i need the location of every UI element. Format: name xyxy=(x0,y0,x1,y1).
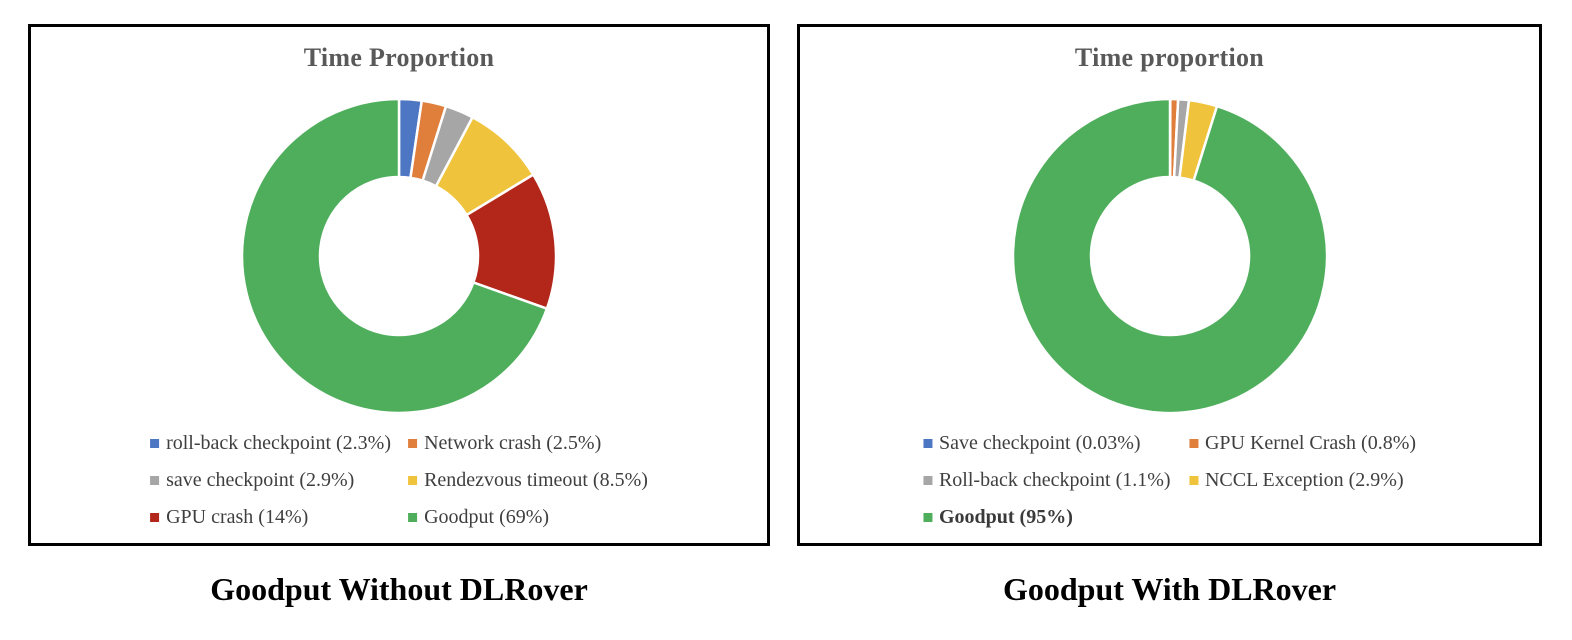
legend-label: save checkpoint (2.9%) xyxy=(166,469,355,491)
donut-slice-goodput xyxy=(240,97,549,415)
legend-item-network-crash: Network crash (2.5%) xyxy=(408,431,648,456)
legend-swatch-gpu-kernel-crash xyxy=(1188,439,1198,448)
chart-title: Time proportion xyxy=(1074,43,1265,72)
donut-slice-goodput xyxy=(1011,97,1328,415)
legend-item-gpu-crash: GPU crash (14%) xyxy=(150,505,402,530)
chart-legend: roll-back checkpoint (2.3%) Network crash… xyxy=(150,431,648,530)
legend-swatch-goodput xyxy=(408,513,418,522)
legend-label: Network crash (2.5%) xyxy=(424,432,602,454)
legend-item-goodput: Goodput (69%) xyxy=(408,505,648,530)
legend-swatch-roll-back-checkpoint xyxy=(922,476,932,485)
chart-panel-without-dlrover: Time Proportion roll-back checkpoint (2.… xyxy=(28,24,770,546)
legend-swatch-goodput xyxy=(922,513,932,522)
legend-label: NCCL Exception (2.9%) xyxy=(1204,469,1404,491)
figure-caption-without-dlrover: Goodput Without DLRover xyxy=(210,571,588,607)
legend-item-save-checkpoint: save checkpoint (2.9%) xyxy=(150,468,402,493)
legend-item-rendezvous-timeout: Rendezvous timeout (8.5%) xyxy=(408,468,648,493)
legend-label: Goodput (69%) xyxy=(424,506,550,528)
donut-chart-with-dlrover xyxy=(1011,97,1328,415)
donut-chart-without-dlrover xyxy=(240,97,558,415)
legend-swatch-rendezvous-timeout xyxy=(408,476,418,485)
legend-label: Goodput (95%) xyxy=(938,506,1073,528)
legend-swatch-nccl-exception xyxy=(1188,476,1198,485)
legend-swatch-save-checkpoint xyxy=(150,476,160,485)
legend-swatch-save-checkpoint xyxy=(922,439,932,448)
legend-label: Roll-back checkpoint (1.1%) xyxy=(938,469,1171,491)
legend-label: GPU Kernel Crash (0.8%) xyxy=(1204,432,1417,454)
chart-legend: Save checkpoint (0.03%) GPU Kernel Crash … xyxy=(922,431,1417,530)
figure-caption-with-dlrover: Goodput With DLRover xyxy=(1002,571,1337,607)
legend-label: GPU crash (14%) xyxy=(166,506,309,528)
legend-label: Save checkpoint (0.03%) xyxy=(938,432,1141,454)
legend-label: roll-back checkpoint (2.3%) xyxy=(166,432,391,454)
legend-item-roll-back-checkpoint: Roll-back checkpoint (1.1%) xyxy=(922,468,1183,493)
legend-item-gpu-kernel-crash: GPU Kernel Crash (0.8%) xyxy=(1188,431,1417,456)
legend-item-roll-back-checkpoint: roll-back checkpoint (2.3%) xyxy=(150,431,402,456)
legend-swatch-gpu-crash xyxy=(150,513,160,522)
legend-item-goodput: Goodput (95%) xyxy=(922,505,1183,530)
chart-panel-with-dlrover: Time proportion Save checkpoint (0.03%) G… xyxy=(797,24,1542,546)
legend-item-nccl-exception: NCCL Exception (2.9%) xyxy=(1188,468,1416,493)
legend-item-save-checkpoint: Save checkpoint (0.03%) xyxy=(922,431,1183,456)
legend-label: Rendezvous timeout (8.5%) xyxy=(424,469,648,491)
chart-title: Time Proportion xyxy=(303,43,495,72)
legend-swatch-network-crash xyxy=(408,439,418,448)
legend-swatch-roll-back-checkpoint xyxy=(150,439,160,448)
